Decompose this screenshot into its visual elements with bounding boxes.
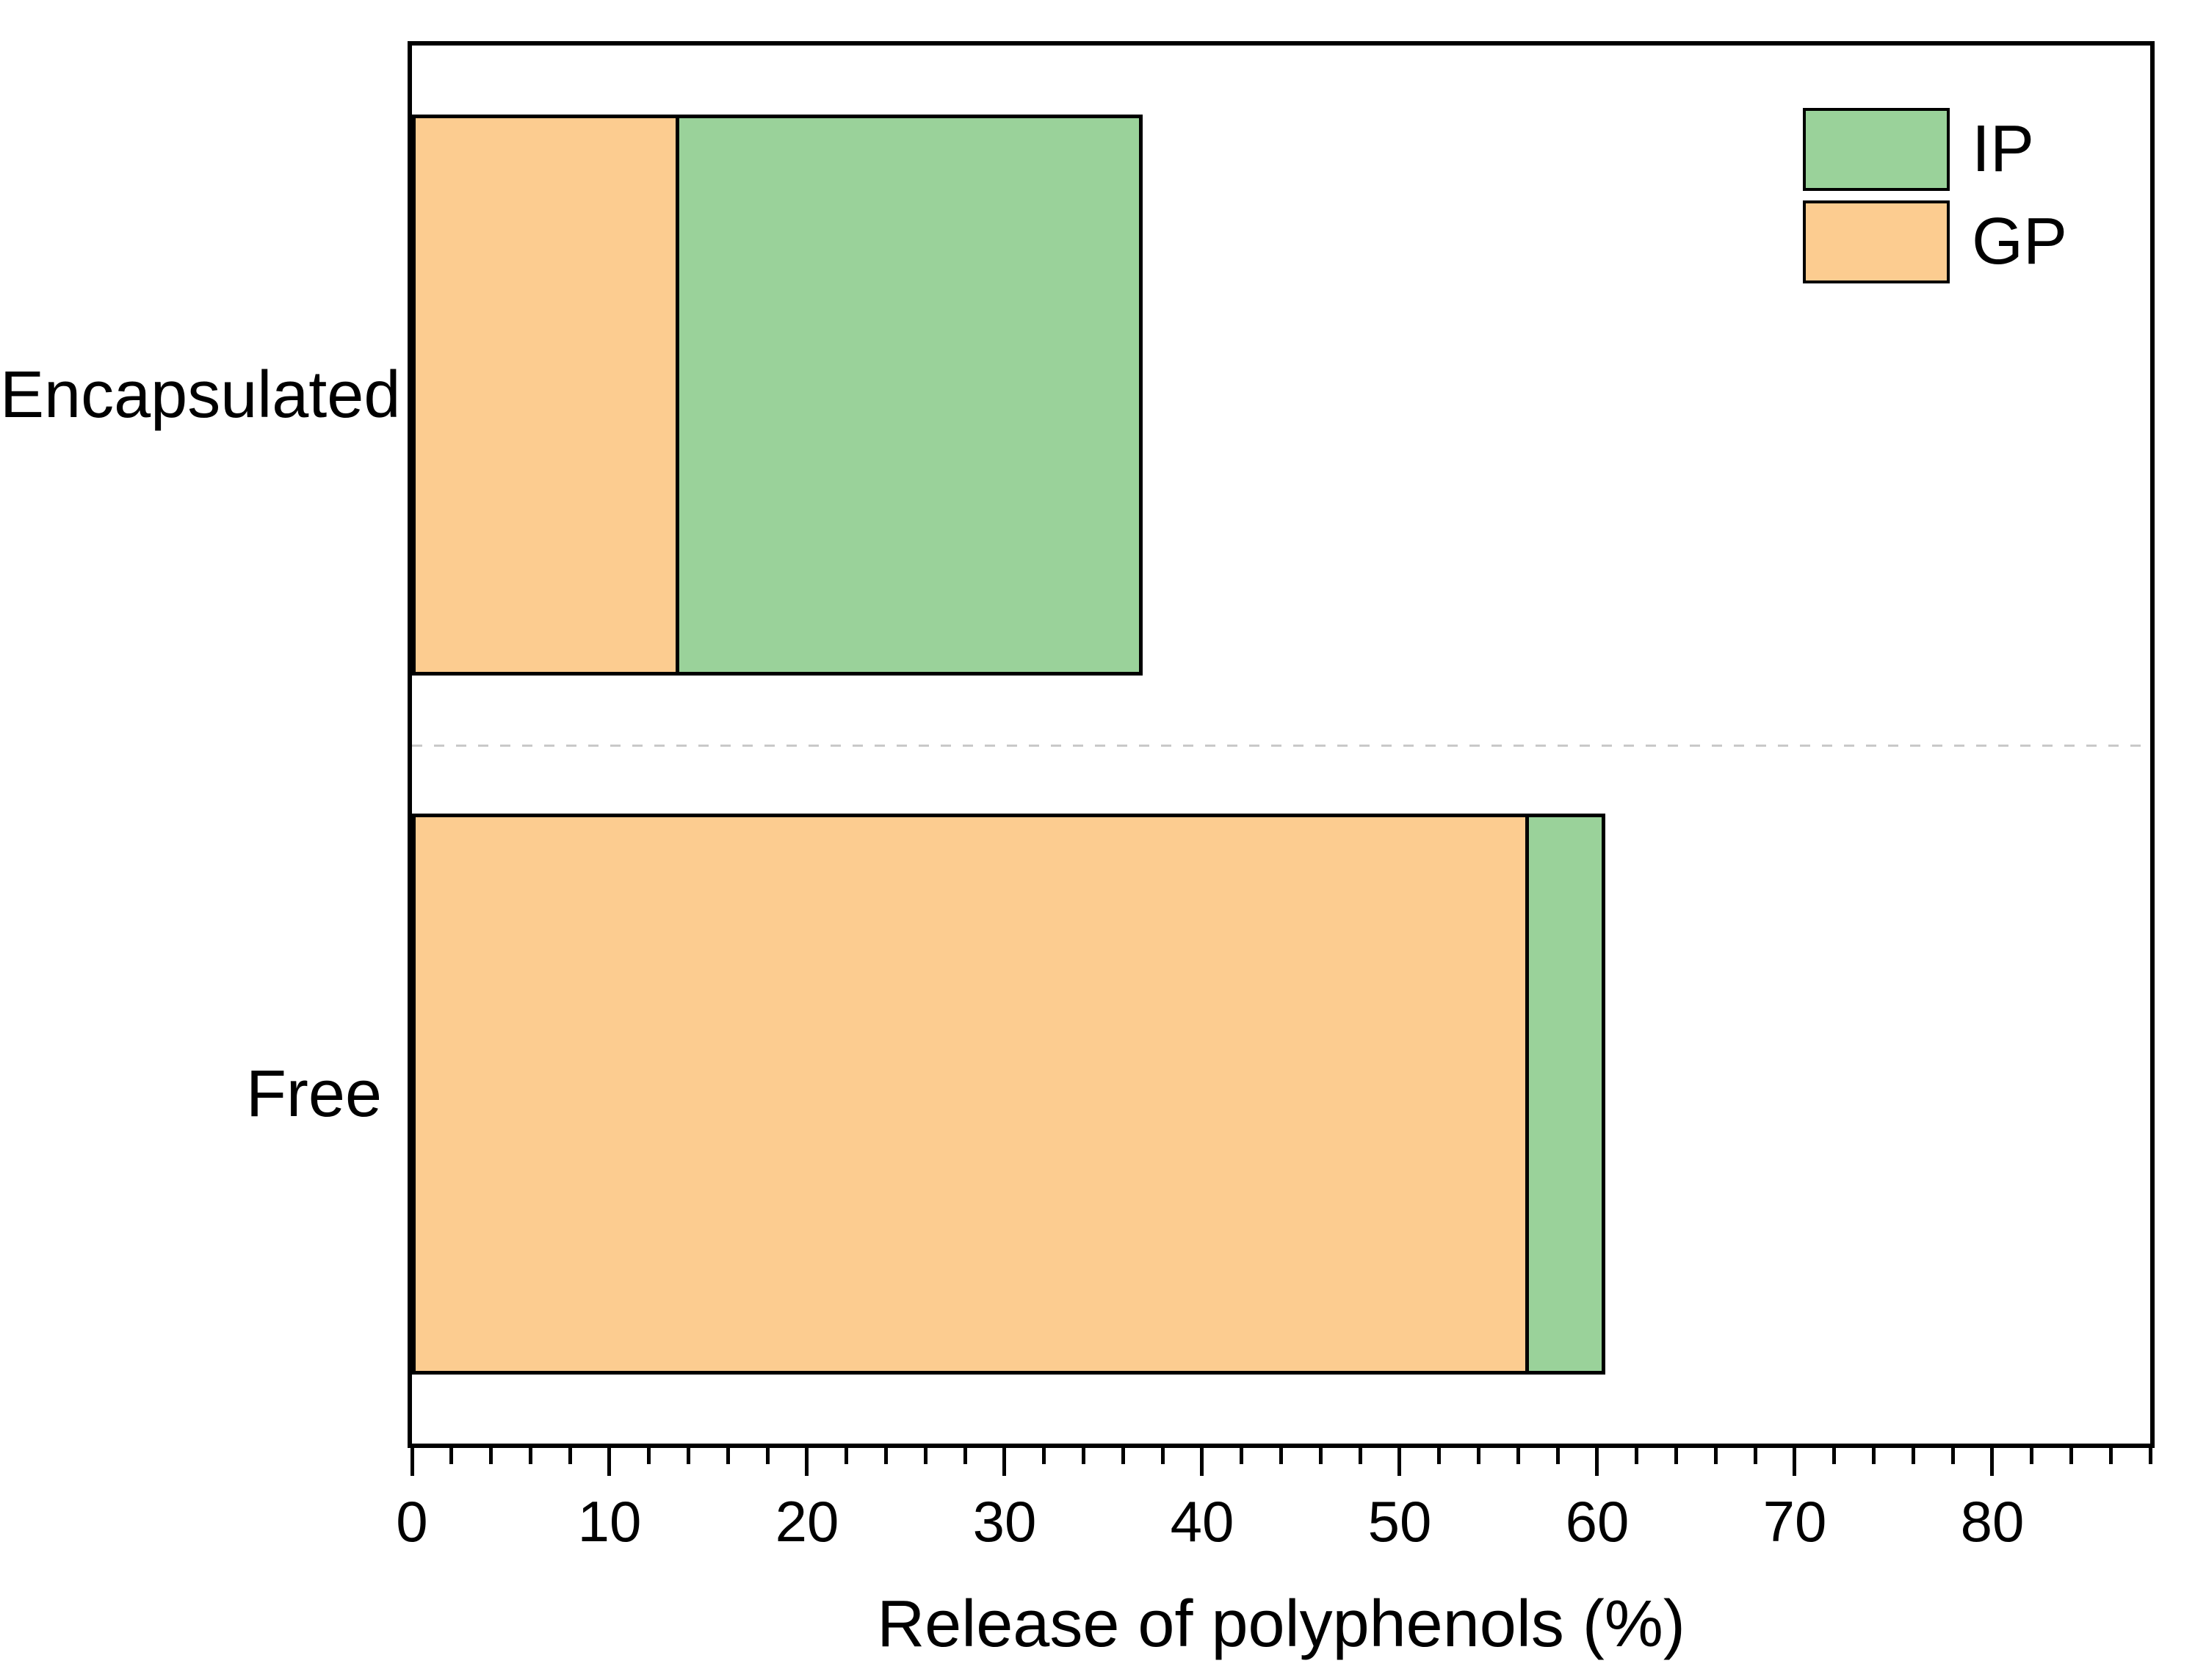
x-tick-minor: [1359, 1448, 1362, 1464]
legend-label-gp: GP: [1972, 205, 2068, 278]
x-tick-minor: [1754, 1448, 1757, 1464]
x-tick-major: [1793, 1448, 1796, 1476]
x-tick-minor: [529, 1448, 532, 1464]
x-tick-label: 60: [1565, 1489, 1630, 1554]
x-tick-minor: [489, 1448, 493, 1464]
plot-area: IP GP Release of polyphenols (%) 0 10 20 30…: [396, 41, 2155, 1661]
x-tick-major: [1397, 1448, 1401, 1476]
x-tick-minor: [1477, 1448, 1480, 1464]
legend-swatch-gp: [1803, 200, 1950, 283]
x-tick-minor: [2109, 1448, 2113, 1464]
legend: IP GP: [1803, 108, 2067, 293]
x-tick-major: [1200, 1448, 1204, 1476]
x-tick-minor: [1674, 1448, 1678, 1464]
x-tick-minor: [1082, 1448, 1085, 1464]
x-tick-label: 0: [396, 1489, 428, 1554]
bar-segment-gp-encapsulated: [416, 118, 676, 672]
legend-label-ip: IP: [1972, 112, 2035, 186]
legend-row-gp: GP: [1803, 200, 2067, 283]
x-tick-label: 80: [1960, 1489, 2025, 1554]
x-tick-minor: [2030, 1448, 2033, 1464]
x-tick-minor: [687, 1448, 690, 1464]
x-tick-minor: [2069, 1448, 2073, 1464]
x-tick-minor: [1714, 1448, 1718, 1464]
x-tick-minor: [1832, 1448, 1836, 1464]
x-tick-minor: [2149, 1448, 2152, 1464]
x-tick-major: [607, 1448, 611, 1476]
x-tick-minor: [647, 1448, 651, 1464]
x-tick-label: 40: [1170, 1489, 1234, 1554]
bar-segment-ip-free: [1525, 817, 1602, 1371]
x-tick-minor: [766, 1448, 770, 1464]
x-tick-major: [1990, 1448, 1994, 1476]
x-tick-label: 50: [1367, 1489, 1432, 1554]
category-separator: [412, 745, 2150, 747]
x-tick-minor: [1437, 1448, 1441, 1464]
legend-row-ip: IP: [1803, 108, 2067, 191]
x-tick-major: [411, 1448, 414, 1476]
x-tick-label: 30: [972, 1489, 1037, 1554]
category-label-free: Free: [245, 1057, 382, 1131]
x-tick-minor: [1121, 1448, 1125, 1464]
x-tick-minor: [1319, 1448, 1323, 1464]
x-tick-minor: [1240, 1448, 1243, 1464]
bar-segment-ip-encapsulated: [676, 118, 1139, 672]
x-tick-label: 20: [775, 1489, 839, 1554]
bar-segment-gp-free: [416, 817, 1525, 1371]
x-tick-minor: [1951, 1448, 1955, 1464]
category-label-encapsulated: Encapsulated: [0, 358, 401, 432]
x-tick-minor: [1279, 1448, 1283, 1464]
x-tick-minor: [1556, 1448, 1560, 1464]
legend-swatch-ip: [1803, 108, 1950, 191]
x-tick-minor: [726, 1448, 730, 1464]
x-tick-minor: [1161, 1448, 1165, 1464]
x-tick-minor: [845, 1448, 848, 1464]
bar-encapsulated: [412, 115, 1143, 676]
x-tick-minor: [568, 1448, 572, 1464]
bar-free: [412, 814, 1605, 1375]
x-axis-title: Release of polyphenols (%): [877, 1587, 1685, 1661]
x-tick-label: 10: [577, 1489, 642, 1554]
x-tick-minor: [1635, 1448, 1638, 1464]
x-tick-major: [1595, 1448, 1599, 1476]
x-tick-major: [1002, 1448, 1006, 1476]
x-tick-minor: [1912, 1448, 1915, 1464]
x-tick-minor: [963, 1448, 967, 1464]
x-tick-minor: [1042, 1448, 1046, 1464]
x-tick-minor: [884, 1448, 888, 1464]
x-tick-minor: [1872, 1448, 1876, 1464]
x-tick-label: 70: [1762, 1489, 1827, 1554]
x-tick-minor: [1516, 1448, 1520, 1464]
x-tick-major: [805, 1448, 809, 1476]
x-tick-minor: [924, 1448, 927, 1464]
x-tick-minor: [449, 1448, 453, 1464]
